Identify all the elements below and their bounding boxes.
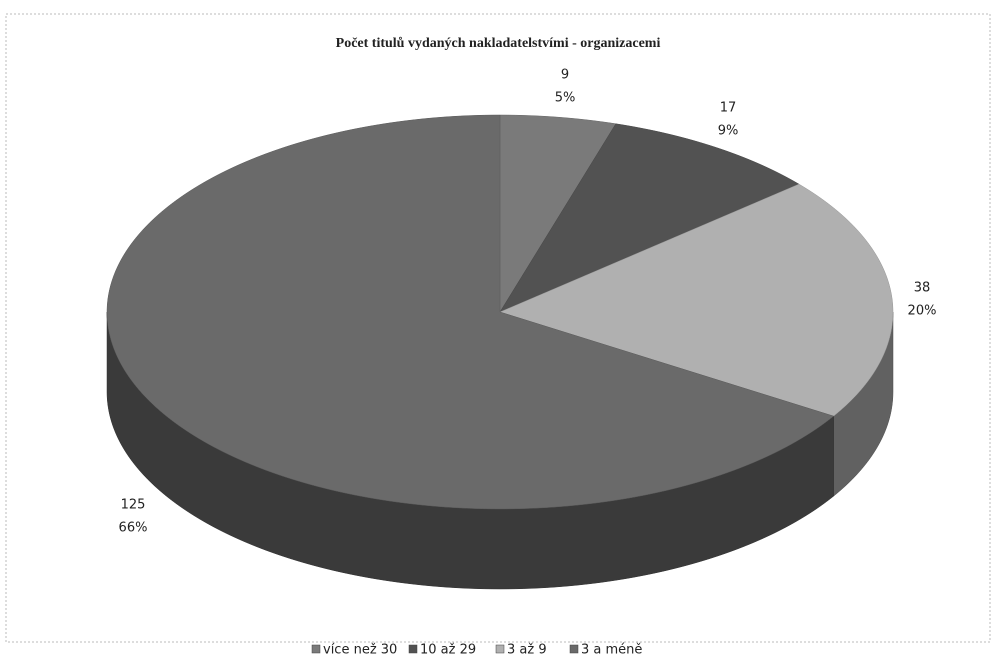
legend-label: 3 a méně xyxy=(581,643,642,658)
legend-label: 3 až 9 xyxy=(507,643,547,658)
data-label-percent: 20% xyxy=(908,304,937,319)
slice xyxy=(106,114,835,510)
legend-swatch xyxy=(311,644,321,654)
data-label-value: 38 xyxy=(914,281,931,296)
legend-swatch xyxy=(408,644,418,654)
legend-label: 10 až 29 xyxy=(420,643,476,658)
data-label-value: 125 xyxy=(121,498,146,513)
slice xyxy=(499,123,800,313)
data-label-percent: 5% xyxy=(555,91,576,106)
data-label-value: 17 xyxy=(720,101,737,116)
slice xyxy=(499,183,894,417)
data-label-percent: 66% xyxy=(119,521,148,536)
legend-swatch xyxy=(495,644,505,654)
legend-swatch xyxy=(569,644,579,654)
data-label-percent: 9% xyxy=(718,124,739,139)
data-label-value: 9 xyxy=(561,68,569,83)
legend-label: více než 30 xyxy=(323,643,397,658)
chart-title: Počet titulů vydaných nakladatelstvími -… xyxy=(336,36,661,51)
slice xyxy=(499,114,617,313)
